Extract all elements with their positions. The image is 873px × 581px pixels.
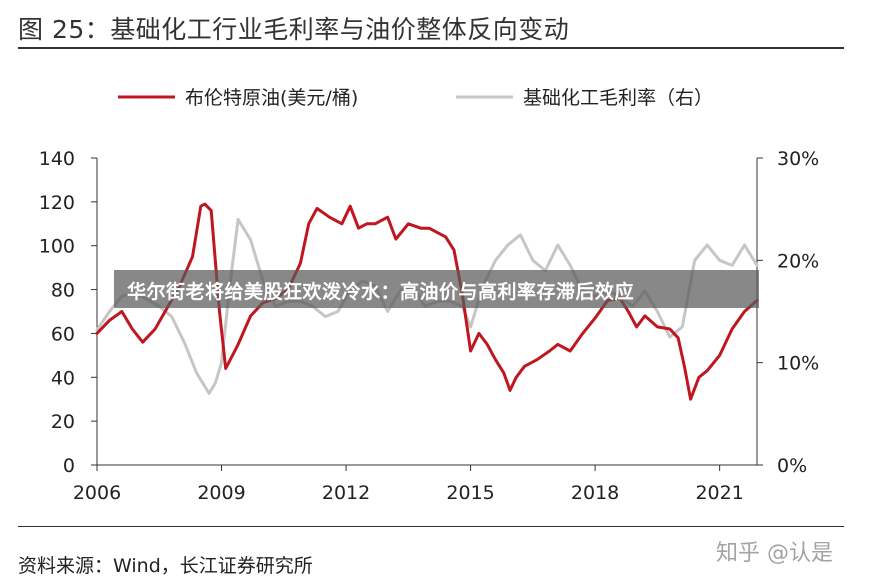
page-title: 图 25：基础化工行业毛利率与油价整体反向变动 [18, 15, 570, 44]
y-right-tick-label: 30% [777, 148, 819, 170]
x-tick-label: 2015 [446, 482, 494, 504]
footer-divider [18, 526, 844, 527]
y-left-tick-label: 20 [51, 411, 75, 433]
news-banner: 华尔街老将给美股狂欢泼冷水：高油价与高利率存滞后效应 [114, 270, 759, 308]
y-left-tick-label: 40 [51, 367, 75, 389]
y-right-tick-label: 20% [777, 250, 819, 272]
axes: 0 20 40 60 80 100 120 140 0% 10% 20% 30% 2006 2009 201… [39, 148, 820, 504]
legend-label-margin: 基础化工毛利率（右） [523, 87, 713, 109]
x-tick-label: 2012 [322, 482, 370, 504]
y-left-tick-label: 60 [51, 323, 75, 345]
y-left-tick-label: 140 [39, 148, 75, 170]
series-line-oil [95, 202, 759, 401]
legend-label-oil: 布伦特原油(美元/桶) [185, 87, 358, 109]
x-tick-label: 2006 [73, 482, 121, 504]
x-tick-label: 2021 [695, 482, 743, 504]
y-left-tick-label: 0 [63, 455, 75, 477]
legend: 布伦特原油(美元/桶) 基础化工毛利率（右） [118, 87, 713, 109]
x-tick-label: 2018 [571, 482, 619, 504]
y-right-tick-label: 0% [777, 455, 807, 477]
watermark: 知乎 @认是 [716, 541, 833, 566]
news-banner-text: 华尔街老将给美股狂欢泼冷水：高油价与高利率存滞后效应 [127, 281, 635, 303]
y-left-tick-label: 80 [51, 280, 75, 302]
x-tick-label: 2009 [197, 482, 245, 504]
title-divider [18, 47, 844, 49]
y-left-tick-label: 120 [39, 192, 75, 214]
source-note: 资料来源：Wind，长江证券研究所 [18, 555, 313, 577]
y-right-tick-label: 10% [777, 353, 819, 375]
y-left-tick-label: 100 [39, 236, 75, 258]
